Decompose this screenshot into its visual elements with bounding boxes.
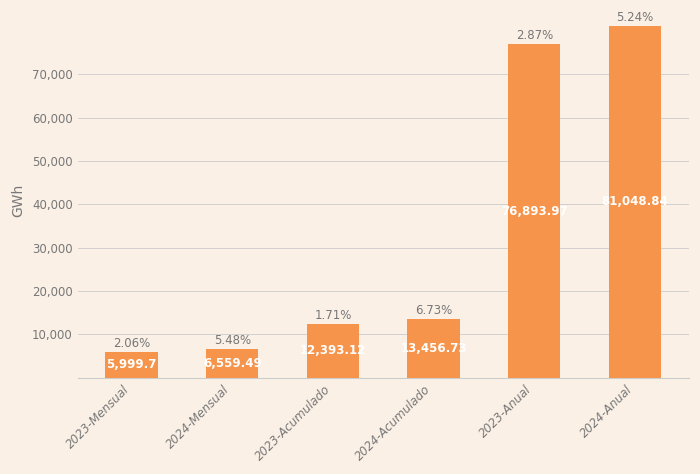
Text: 76,893.97: 76,893.97 [501, 204, 568, 218]
Text: 6.73%: 6.73% [415, 304, 452, 317]
Text: 1.71%: 1.71% [314, 309, 351, 322]
Text: 2.87%: 2.87% [516, 29, 553, 42]
Bar [206, 349, 258, 378]
Bar [609, 26, 661, 378]
Text: 81,048.84: 81,048.84 [601, 195, 668, 209]
Text: 5.48%: 5.48% [214, 334, 251, 347]
Text: 5,999.7: 5,999.7 [106, 358, 157, 371]
Text: 2.06%: 2.06% [113, 337, 150, 350]
Bar [508, 44, 561, 378]
Text: 5.24%: 5.24% [616, 11, 654, 24]
Bar [106, 352, 158, 378]
Text: 13,456.73: 13,456.73 [400, 342, 467, 355]
Bar [407, 319, 460, 378]
Bar [307, 324, 359, 378]
Text: 12,393.12: 12,393.12 [300, 345, 366, 357]
Y-axis label: GWh: GWh [11, 183, 25, 217]
Text: 6,559.49: 6,559.49 [203, 357, 262, 370]
